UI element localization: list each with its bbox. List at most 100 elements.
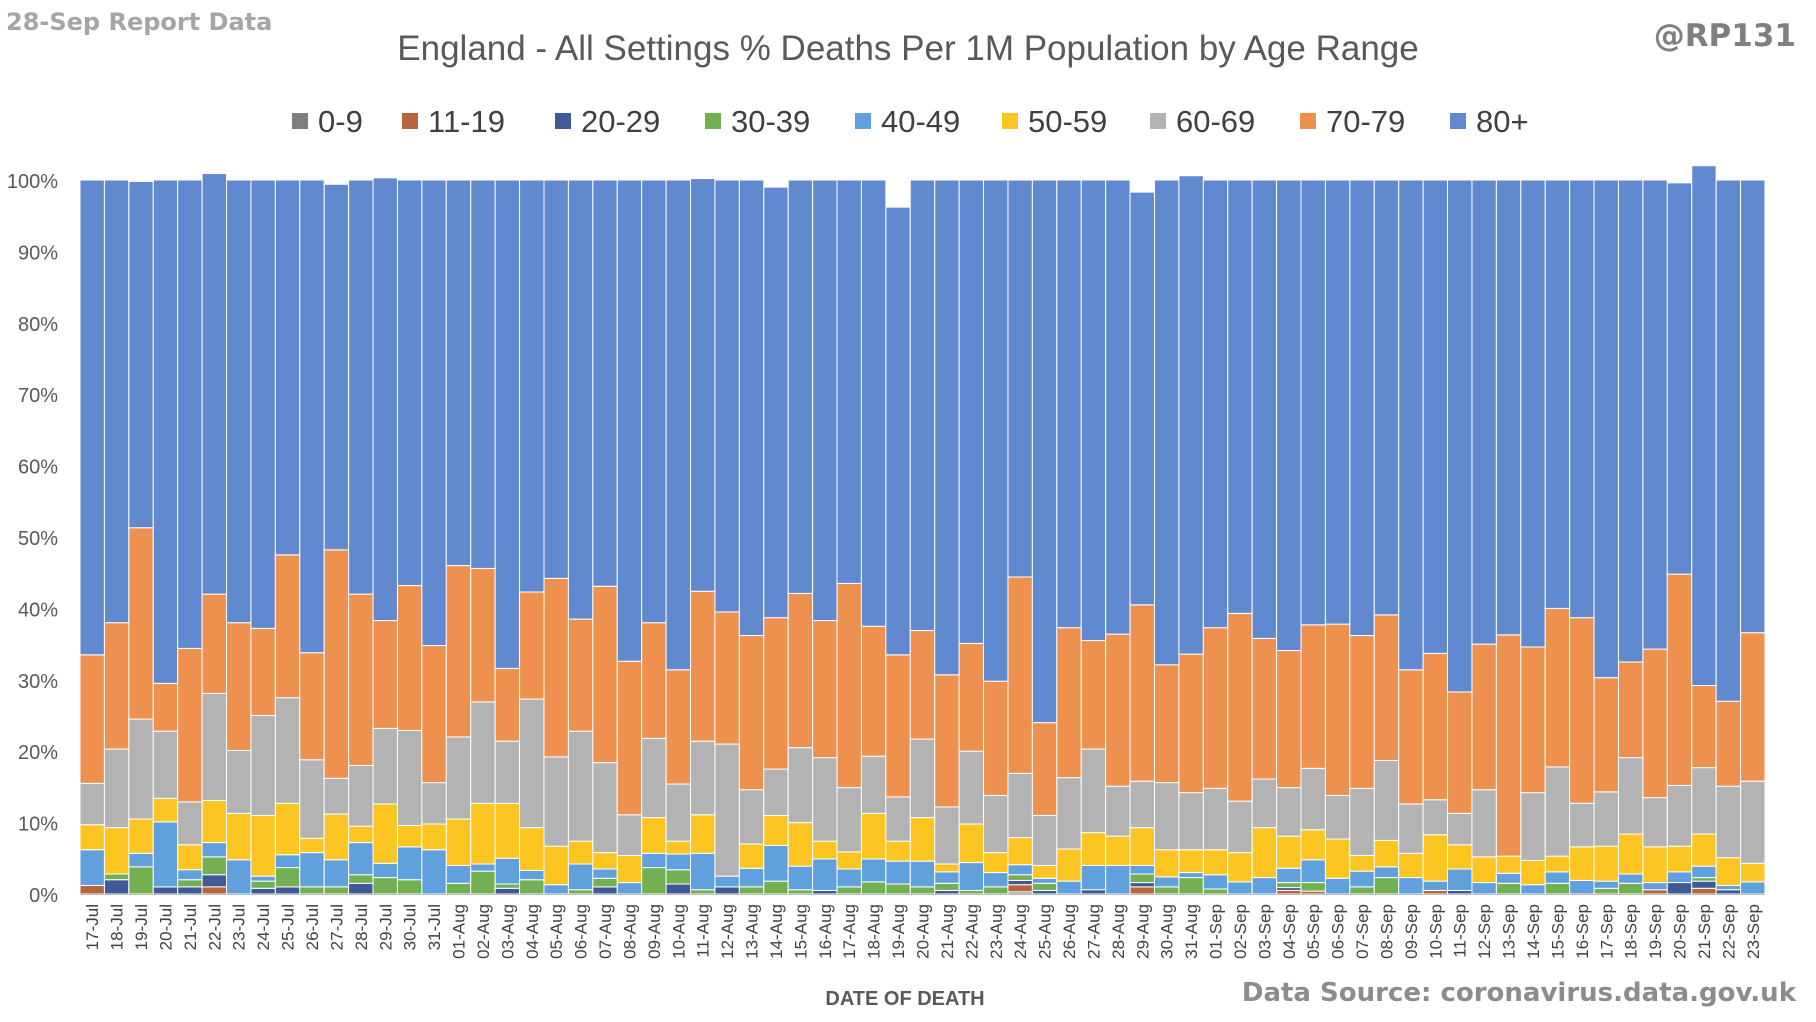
bar-segment-70-79 xyxy=(812,620,838,759)
legend-swatch-70-79 xyxy=(1300,113,1316,129)
bar-segment-70-79 xyxy=(152,682,179,732)
bar-segment-30-39 xyxy=(1202,888,1229,895)
bar-segment-70-79 xyxy=(1471,643,1497,791)
x-tick-label: 18-Jul xyxy=(108,904,127,950)
bar-segment-80+ xyxy=(79,179,105,656)
bar-segment-70-79 xyxy=(1422,652,1449,801)
x-tick-label: 17-Aug xyxy=(840,904,859,959)
bar-segment-60-69 xyxy=(714,743,740,877)
bar-segment-20-29 xyxy=(103,879,130,895)
x-tick-label: 13-Sep xyxy=(1500,904,1519,959)
bar-segment-30-39 xyxy=(1349,886,1375,895)
bar-segment-40-49 xyxy=(1031,877,1058,884)
bar-segment-50-59 xyxy=(958,823,985,864)
bar-segment-60-69 xyxy=(494,740,521,804)
bar-segment-80+ xyxy=(396,179,423,587)
bar-segment-30-39 xyxy=(763,880,789,895)
y-tick-label: 30% xyxy=(18,671,58,693)
bar-segment-30-39 xyxy=(177,879,203,888)
bar-segment-40-49 xyxy=(79,849,105,886)
bar-segment-70-79 xyxy=(787,592,814,749)
x-tick-label: 19-Jul xyxy=(132,904,151,950)
bar-segment-80+ xyxy=(641,179,667,624)
bar-segment-70-79 xyxy=(1300,624,1326,769)
bar-segment-80+ xyxy=(714,179,740,613)
bar-segment-70-79 xyxy=(1520,646,1546,794)
bar-segment-70-79 xyxy=(177,647,203,803)
bar-segment-60-69 xyxy=(690,740,716,816)
legend-swatch-11-19 xyxy=(402,113,418,129)
bar-segment-40-49 xyxy=(1398,877,1424,895)
bar-segment-70-79 xyxy=(1276,650,1302,789)
bar-segment-60-69 xyxy=(812,757,838,842)
bar-segment-50-59 xyxy=(1617,833,1644,875)
bar-segment-40-49 xyxy=(470,863,496,872)
bar-segment-80+ xyxy=(1495,179,1522,636)
bar-segment-40-49 xyxy=(1129,864,1155,875)
bar-segment-60-69 xyxy=(372,727,398,805)
x-tick-label: 13-Aug xyxy=(743,904,762,959)
x-tick-label: 30-Jul xyxy=(401,904,420,950)
bar-segment-40-49 xyxy=(1666,871,1693,884)
bar-segment-50-59 xyxy=(79,824,105,851)
bar-segment-60-69 xyxy=(421,782,447,825)
bar-segment-70-79 xyxy=(714,611,740,745)
bar-segment-60-69 xyxy=(1129,780,1155,829)
bar-segment-60-69 xyxy=(567,730,594,842)
bar-segment-60-69 xyxy=(128,718,154,820)
bar-segment-70-79 xyxy=(1691,685,1717,769)
y-axis: 0% 10% 20% 30% 40% 50% 60% 70% 80% 90% 100% xyxy=(7,171,58,907)
bar-segment-70-79 xyxy=(494,667,521,742)
bar-segment-20-29 xyxy=(1691,880,1717,889)
bar-segment-50-59 xyxy=(665,840,692,855)
bar-segment-40-49 xyxy=(690,852,716,891)
bar-segment-80+ xyxy=(1202,179,1229,629)
bar-segment-70-79 xyxy=(909,630,936,740)
bar-segment-60-69 xyxy=(1642,797,1668,848)
y-tick-label: 40% xyxy=(18,599,58,621)
bar-segment-50-59 xyxy=(1593,845,1619,882)
bar-segment-50-59 xyxy=(983,852,1009,874)
chart-title: England - All Settings % Deaths Per 1M P… xyxy=(397,29,1418,68)
bar-segment-60-69 xyxy=(470,701,496,804)
bar-segment-50-59 xyxy=(1080,832,1107,866)
bar-segment-20-29 xyxy=(177,886,203,895)
bar-segment-70-79 xyxy=(1178,653,1204,794)
bar-segment-40-49 xyxy=(836,868,862,888)
bar-segment-80+ xyxy=(1569,179,1595,619)
bar-segment-11-19 xyxy=(1691,887,1717,895)
bar-segment-40-49 xyxy=(787,865,814,891)
x-tick-label: 07-Aug xyxy=(596,904,615,959)
bar-segment-50-59 xyxy=(1056,848,1082,882)
bar-segment-40-49 xyxy=(1715,884,1742,891)
y-tick-label: 50% xyxy=(18,528,58,550)
bar-segment-20-29 xyxy=(592,886,618,895)
bar-segment-70-79 xyxy=(1202,627,1229,789)
bar-segment-80+ xyxy=(103,179,130,624)
legend-swatch-40-49 xyxy=(855,113,871,129)
bar-segment-40-49 xyxy=(274,854,301,869)
bar-segment-30-39 xyxy=(1617,882,1644,895)
x-tick-label: 11-Aug xyxy=(694,904,713,958)
x-tick-label: 20-Aug xyxy=(914,904,933,959)
bar-segment-80+ xyxy=(983,179,1009,682)
bar-segment-50-59 xyxy=(1251,827,1278,879)
bar-segment-40-49 xyxy=(592,868,618,879)
bar-segment-20-29 xyxy=(152,886,179,895)
bar-segment-40-49 xyxy=(177,869,203,881)
bar-segment-30-39 xyxy=(1691,877,1717,882)
bar-segment-80+ xyxy=(1153,179,1180,666)
bar-segment-50-59 xyxy=(763,814,789,846)
legend-label-70-79: 70-79 xyxy=(1326,104,1405,139)
bar-segment-70-79 xyxy=(885,654,911,798)
x-tick-label: 28-Jul xyxy=(352,904,371,950)
bar-segment-70-79 xyxy=(226,622,252,751)
bar-segment-40-49 xyxy=(1227,881,1253,895)
bar-segment-80+ xyxy=(616,179,643,662)
x-tick-label: 19-Aug xyxy=(889,904,908,959)
x-tick-label: 16-Sep xyxy=(1573,904,1592,959)
bar-segment-40-49 xyxy=(1251,877,1278,895)
bar-segment-50-59 xyxy=(616,854,643,884)
report-date-label: 28-Sep Report Data xyxy=(6,8,273,36)
